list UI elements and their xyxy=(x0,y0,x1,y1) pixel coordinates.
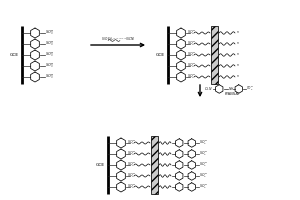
Text: (PABSA): (PABSA) xyxy=(224,92,240,96)
Text: GCE: GCE xyxy=(10,53,19,57)
Text: $SO_3^-$: $SO_3^-$ xyxy=(187,61,196,69)
Text: $SO_3^-$: $SO_3^-$ xyxy=(246,84,255,92)
Text: $SO_3^-$: $SO_3^-$ xyxy=(127,182,136,190)
Text: $SO_3^-$: $SO_3^-$ xyxy=(45,61,55,69)
Text: $SO_3^-$: $SO_3^-$ xyxy=(127,149,136,157)
Text: GCE: GCE xyxy=(96,163,105,167)
Text: $SO_3^-$: $SO_3^-$ xyxy=(199,160,208,168)
Text: $SO_3^-$: $SO_3^-$ xyxy=(187,50,196,58)
Text: $Si(OEt)_3$~~~~~$(SCN)$: $Si(OEt)_3$~~~~~$(SCN)$ xyxy=(100,35,135,43)
Text: $SO_3^-$: $SO_3^-$ xyxy=(199,171,208,179)
Text: $SO_3^-$: $SO_3^-$ xyxy=(187,39,196,47)
Text: $n$: $n$ xyxy=(236,62,240,68)
Text: $SO_3^-$: $SO_3^-$ xyxy=(187,72,196,80)
Text: $SO_3^-$: $SO_3^-$ xyxy=(127,171,136,179)
Bar xyxy=(211,26,218,84)
Text: $SO_3^-$: $SO_3^-$ xyxy=(45,39,55,47)
Text: $SO_3^-$: $SO_3^-$ xyxy=(187,28,196,36)
Text: $n$: $n$ xyxy=(236,51,240,57)
Text: $n$: $n$ xyxy=(236,29,240,35)
Text: $SO_3^-$: $SO_3^-$ xyxy=(45,72,55,80)
Bar xyxy=(151,136,158,194)
Text: $SO_3^-$: $SO_3^-$ xyxy=(127,138,136,146)
Text: $n$: $n$ xyxy=(236,40,240,46)
Text: $n$: $n$ xyxy=(236,73,240,79)
Text: $SO_3^-$: $SO_3^-$ xyxy=(45,50,55,58)
Text: $O_2N$: $O_2N$ xyxy=(204,85,213,93)
Text: $SO_3^-$: $SO_3^-$ xyxy=(45,28,55,36)
Text: $SO_3^-$: $SO_3^-$ xyxy=(199,138,208,146)
Text: $SO_3^-$: $SO_3^-$ xyxy=(199,149,208,157)
Text: GCE: GCE xyxy=(156,53,165,57)
Text: $SO_3^-$: $SO_3^-$ xyxy=(127,160,136,168)
Text: $NH$: $NH$ xyxy=(227,86,234,92)
Text: $SO_3^-$: $SO_3^-$ xyxy=(199,182,208,190)
